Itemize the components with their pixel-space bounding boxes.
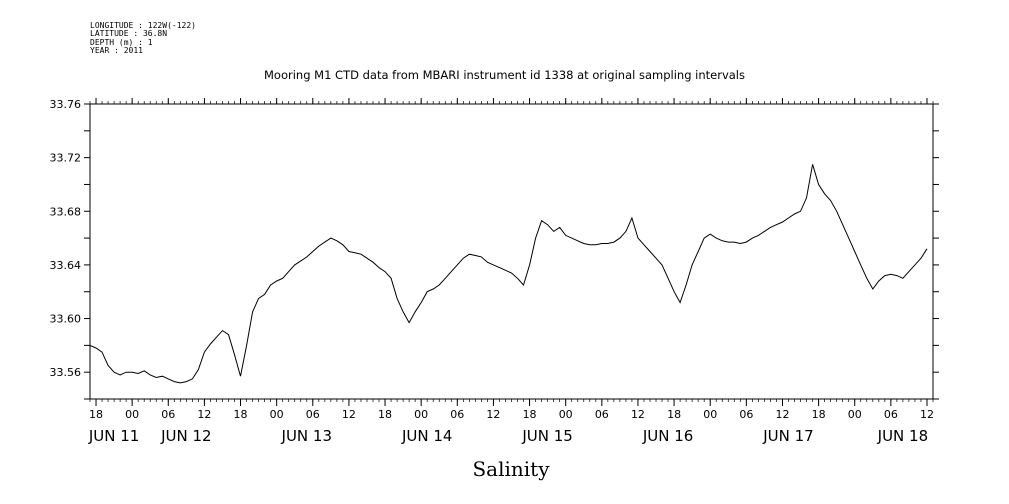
longitude-label: LONGITUDE : 122W(-122): [90, 21, 196, 30]
latitude-label: LATITUDE : 36.8N: [90, 29, 168, 39]
y-tick-label: 33.76: [50, 98, 82, 111]
x-hour-label: 18: [89, 408, 103, 421]
x-hour-label: 00: [559, 408, 573, 421]
x-hour-label: 00: [703, 408, 717, 421]
y-tick-label: 33.72: [50, 152, 82, 165]
x-hour-label: 12: [197, 408, 211, 421]
x-hour-label: 06: [595, 408, 609, 421]
x-hour-label: 06: [161, 408, 175, 421]
x-axis: 18 00 06 12 18 00 06 12 18 00 06 12 18 00 06 12 18 00 06 12…: [88, 98, 934, 445]
minor-ticks: [89, 101, 934, 402]
x-hour-label: 00: [414, 408, 428, 421]
x-day-label: JUN 16: [642, 427, 693, 445]
y-tick-label: 33.68: [50, 205, 82, 218]
x-day-label: JUN 11: [88, 427, 139, 445]
x-axis-label: Salinity: [472, 457, 550, 481]
x-hour-label: 12: [631, 408, 645, 421]
depth-label: DEPTH (m) : 1: [90, 37, 153, 47]
x-hour-label: 00: [848, 408, 862, 421]
chart-title: Mooring M1 CTD data from MBARI instrumen…: [264, 68, 745, 82]
x-hour-label: 00: [270, 408, 284, 421]
metadata-block: LONGITUDE : 122W(-122) LATITUDE : 36.8N …: [90, 21, 196, 55]
y-axis: 33.56 33.60 33.64 33.68 33.72 33.76: [50, 98, 939, 400]
x-hour-label: 18: [667, 408, 681, 421]
x-hour-label: 12: [920, 408, 934, 421]
x-hour-label: 06: [450, 408, 464, 421]
x-day-label: JUN 14: [401, 427, 452, 445]
x-hour-label: 18: [234, 408, 248, 421]
year-label: YEAR : 2011: [90, 45, 143, 55]
x-day-label: JUN 18: [877, 427, 928, 445]
x-hour-label: 00: [125, 408, 139, 421]
x-hour-label: 18: [378, 408, 392, 421]
x-hour-label: 06: [739, 408, 753, 421]
x-day-label: JUN 17: [762, 427, 813, 445]
x-hour-label: 12: [342, 408, 356, 421]
x-hour-label: 06: [884, 408, 898, 421]
x-hour-label: 18: [523, 408, 537, 421]
x-hour-label: 12: [486, 408, 500, 421]
salinity-series-line: [89, 164, 928, 384]
plot-frame: [89, 103, 934, 400]
x-day-label: JUN 12: [160, 427, 211, 445]
series-group: [89, 164, 928, 384]
x-hour-label: 06: [306, 408, 320, 421]
x-hour-label: 18: [812, 408, 826, 421]
y-tick-label: 33.56: [50, 366, 82, 379]
x-day-label: JUN 13: [281, 427, 332, 445]
y-tick-label: 33.64: [50, 259, 82, 272]
y-tick-label: 33.60: [50, 313, 82, 326]
x-hour-label: 12: [775, 408, 789, 421]
x-day-label: JUN 15: [521, 427, 572, 445]
